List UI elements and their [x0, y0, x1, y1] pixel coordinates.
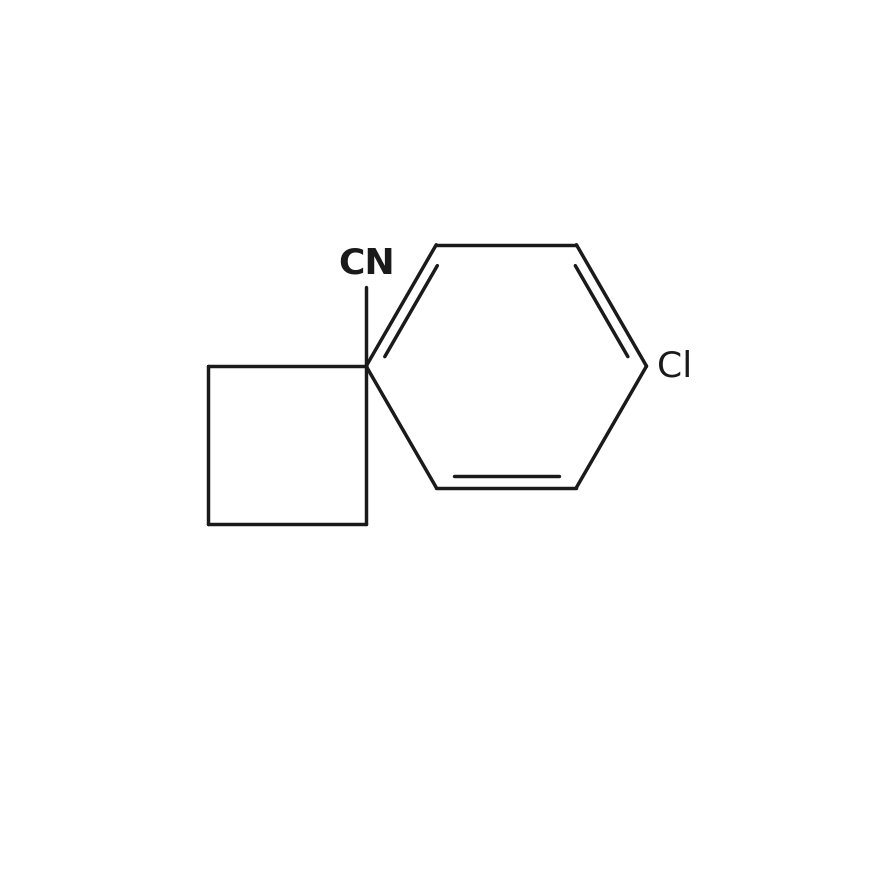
Text: CN: CN: [338, 247, 394, 280]
Text: Cl: Cl: [657, 349, 692, 384]
